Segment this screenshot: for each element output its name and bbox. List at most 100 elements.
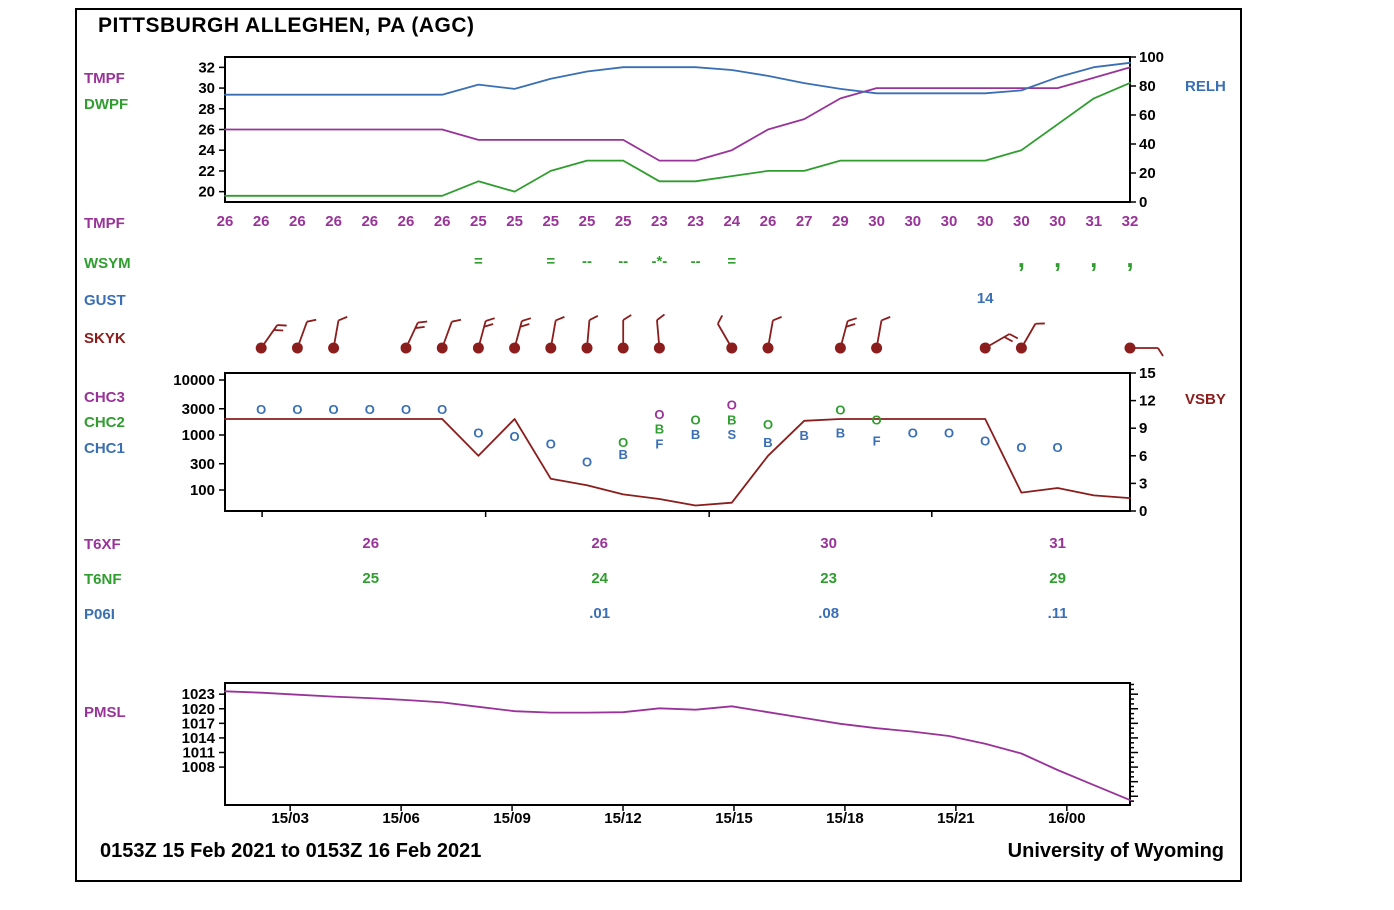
barb-staff	[260, 324, 278, 349]
tmpf-value: 25	[506, 213, 523, 230]
tmpf-value: 25	[542, 213, 560, 230]
chart-frame	[75, 8, 1242, 882]
wind-barb-plot	[255, 313, 1164, 357]
pressure-axis-label: 1020	[182, 701, 215, 718]
p06i-value: .01	[589, 605, 611, 622]
p06i-value: .08	[818, 605, 840, 622]
series-line	[224, 690, 1131, 801]
barb-feather	[415, 326, 425, 329]
weather-symbol-row: = = -- -- -*- -- =,,,,	[225, 243, 1134, 279]
label-chc3: CHC3	[84, 389, 125, 406]
cloud-layer-symbol: O	[510, 429, 520, 444]
barb-staff	[586, 320, 591, 349]
time-axis-label: 15/12	[604, 810, 642, 827]
tmpf-value: 25	[470, 213, 487, 230]
cloud-layer-symbol: O	[292, 402, 302, 417]
label-t6nf: T6NF	[84, 571, 122, 588]
barb-feather	[845, 323, 856, 328]
barb-feather	[622, 314, 632, 321]
barb-feather	[717, 314, 724, 325]
label-gust: GUST	[84, 292, 126, 309]
ceiling-axis-label: 1000	[182, 427, 215, 444]
barb-staff	[1020, 323, 1037, 349]
barb-staff	[875, 320, 883, 349]
time-axis-label: 16/00	[1048, 810, 1086, 827]
t6xf-value: 31	[1049, 535, 1066, 552]
label-chc1: CHC1	[84, 440, 125, 457]
wind-barb	[436, 318, 462, 354]
t6nf-value: 23	[820, 570, 837, 587]
temp-axis-label: 26	[198, 122, 215, 139]
temp-axis-label: 30	[198, 80, 215, 97]
series-line	[224, 418, 1131, 507]
vsby-axis-label: 12	[1139, 393, 1156, 410]
weather-symbol: =	[546, 253, 556, 270]
cloud-layer-symbol: O	[546, 437, 556, 452]
series-line	[224, 81, 1131, 197]
series-line	[224, 61, 1131, 96]
tmpf-value-row: 26 26 26 26 26 26 26 25 25 25 25 25 23 23 24 26 27 29 30 30…	[217, 213, 1139, 239]
wind-barb	[1015, 322, 1045, 354]
tmpf-value: 23	[651, 213, 668, 230]
cloud-layer-symbol: F	[873, 433, 881, 448]
weather-symbol: ,	[1090, 243, 1098, 273]
time-axis-label: 15/15	[715, 810, 753, 827]
t6nf-value: 24	[591, 570, 608, 587]
weather-symbol: --	[690, 253, 701, 270]
vsby-axis-label: 6	[1139, 448, 1147, 465]
t6xf-value: 30	[820, 535, 837, 552]
temp-axis-label: 20	[198, 184, 215, 201]
cloud-layer-symbol: B	[691, 427, 700, 442]
tmpf-value: 30	[1049, 213, 1066, 230]
sky-cover-dot	[871, 342, 883, 354]
time-axis-label: 15/03	[271, 810, 309, 827]
barb-staff	[296, 321, 308, 349]
tmpf-value: 30	[904, 213, 922, 230]
barb-feather	[1035, 322, 1045, 325]
cloud-layer-symbol: B	[727, 413, 736, 428]
wind-barb	[328, 316, 348, 354]
station-title: PITTSBURGH ALLEGHEN, PA (AGC)	[98, 14, 475, 37]
barb-feather	[417, 320, 428, 324]
cloud-layer-symbol: O	[437, 402, 447, 417]
barb-feather	[589, 315, 599, 321]
weather-symbol: --	[618, 253, 629, 270]
weather-symbol: ,	[1126, 243, 1134, 273]
cloud-layer-symbol: O	[654, 407, 664, 422]
series-line	[224, 66, 1131, 162]
label-p06i: P06I	[84, 606, 115, 623]
weather-symbol: =	[727, 253, 737, 270]
barb-feather	[277, 324, 287, 327]
sky-cover-dot	[472, 342, 484, 354]
wind-barb	[581, 315, 599, 354]
label-t6xf: T6XF	[84, 536, 121, 553]
cloud-layer-symbol: B	[655, 422, 664, 437]
tmpf-value: 24	[723, 213, 741, 230]
wind-barb	[617, 314, 632, 354]
barb-feather	[656, 313, 666, 321]
t6nf-value: 29	[1049, 570, 1066, 587]
tmpf-value: 30	[1013, 213, 1030, 230]
ceiling-axis-label: 10000	[173, 372, 215, 389]
cloud-layer-symbol: S	[727, 427, 736, 442]
p06i-row: .01 .08 .11	[225, 605, 1130, 631]
cloud-layer-symbol: O	[1053, 440, 1063, 455]
tmpf-value: 29	[832, 213, 849, 230]
label-tmpf-curve: TMPF	[84, 70, 125, 87]
pressure-axis-label: 1008	[182, 759, 215, 776]
tmpf-value: 30	[940, 213, 958, 230]
tmpf-value: 26	[397, 213, 415, 230]
temp-axis-label: 32	[198, 59, 215, 76]
cloud-layer-symbol: O	[944, 426, 954, 441]
barb-feather	[1009, 333, 1019, 340]
tmpf-value: 30	[976, 213, 994, 230]
time-axis-label: 15/09	[493, 810, 531, 827]
cloud-layer-symbol: B	[800, 428, 809, 443]
barb-staff	[405, 322, 419, 349]
tmpf-value: 27	[795, 213, 813, 230]
time-axis-label: 15/18	[826, 810, 864, 827]
t6xf-value: 26	[591, 535, 608, 552]
pressure-axis-label: 1023	[182, 686, 215, 703]
